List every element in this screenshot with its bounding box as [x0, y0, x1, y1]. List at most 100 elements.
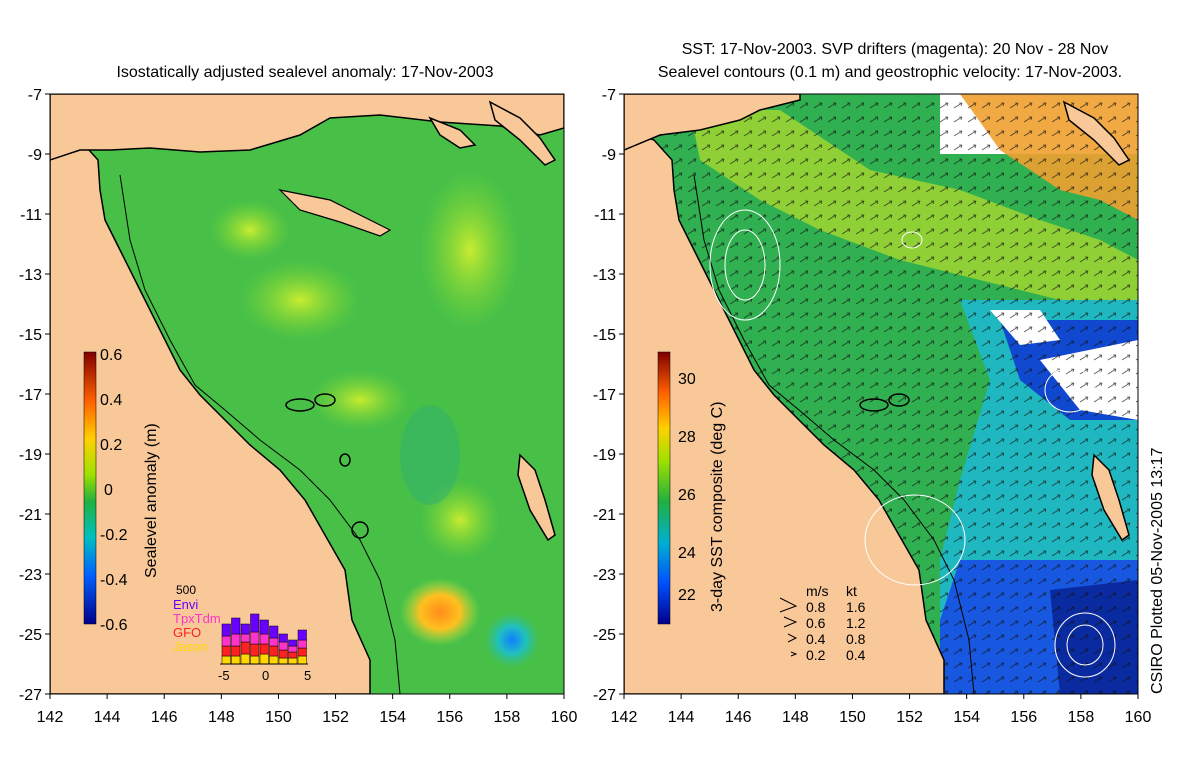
sst-colorbar-label: 3-day SST composite (deg C) [709, 402, 726, 612]
inset-xtick-1: 0 [262, 668, 269, 683]
inset-histogram-bar [250, 643, 260, 657]
solomon-islands-right [1062, 100, 1131, 166]
inset-legend-gfo: GFO [173, 625, 201, 640]
new-guinea-land-left [50, 94, 564, 161]
inset-histogram-bar [259, 633, 269, 645]
left-map-lat-label: -9 [28, 147, 42, 164]
inset-histogram-bar [221, 623, 231, 637]
shelf-edge-right [693, 174, 975, 694]
solomon-islands-left [428, 100, 557, 166]
inset-histogram-bar [297, 647, 307, 657]
shelf-edge-left [119, 174, 401, 694]
left-map-lon-label: 148 [208, 709, 235, 726]
sst-tick-4: 22 [678, 587, 696, 604]
right-map-lon-label: 142 [611, 709, 638, 726]
right-map-lat-label: -7 [602, 87, 616, 104]
inset-histogram-bar [288, 651, 298, 659]
inset-histogram-bar [297, 639, 307, 649]
inset-histogram-bar [240, 641, 250, 655]
inset-xtick-2: 5 [304, 668, 311, 683]
inset-histogram-bar [278, 657, 288, 665]
right-map-lat-label: -13 [593, 267, 616, 284]
inset-histogram-bar [231, 655, 241, 665]
inset-histogram-bar [278, 649, 288, 659]
inset-legend-tpxtdm: TpxTdm [173, 611, 221, 626]
inset-histogram-bar [297, 629, 307, 641]
sla-tick-5: -0.4 [100, 572, 128, 589]
left-map-lat-label: -27 [19, 687, 42, 704]
sealevel-contours [709, 209, 1116, 678]
inset-histogram-bar [250, 613, 260, 633]
left-map-lon-label: 150 [265, 709, 292, 726]
inset-histogram-bar [250, 631, 260, 645]
inset-histogram-bar [259, 619, 269, 635]
sla-tick-6: -0.6 [100, 617, 128, 634]
new-caledonia-right [1091, 453, 1130, 542]
right-map-lon-label: 146 [725, 709, 752, 726]
inset-histogram-bar [240, 623, 250, 635]
right-map-lon-label: 144 [668, 709, 695, 726]
velocity-legend-ms-3: 0.2 [806, 647, 826, 663]
right-map-lat-label: -25 [593, 627, 616, 644]
inset-histogram-bar [297, 655, 307, 665]
right-map-lat-label: -21 [593, 507, 616, 524]
inset-histogram-bar [240, 653, 250, 665]
sla-tick-3: 0 [104, 482, 113, 499]
sst-colorbar [657, 351, 671, 625]
left-map-lon-label: 160 [551, 709, 578, 726]
left-map-lon-label: 146 [151, 709, 178, 726]
sla-colorbar-ticks: 0.6 0.4 0.2 0 -0.2 -0.4 -0.6 [100, 347, 128, 634]
left-map-lat-label: -19 [19, 447, 42, 464]
inset-legend-envi: Envi [173, 597, 198, 612]
left-map-lat-label: -15 [19, 327, 42, 344]
inset-histogram-bar [288, 639, 298, 647]
sst-tick-0: 30 [678, 371, 696, 388]
inset-histogram-bar [269, 637, 279, 647]
left-map-lon-label: 142 [37, 709, 64, 726]
right-map-lat-label: -27 [593, 687, 616, 704]
inset-legend-jason: Jason [173, 639, 208, 654]
right-map-lon-label: 152 [896, 709, 923, 726]
left-map-lat-label: -25 [19, 627, 42, 644]
velocity-legend-header-kt: kt [846, 583, 857, 599]
velocity-legend-kt-0: 1.6 [846, 599, 866, 615]
right-map-axes: -7 -9 -11 -13 -15 -17 -19 -21 -23 -25 -27 142 144 146… [593, 87, 1152, 726]
sla-tick-0: 0.6 [100, 347, 122, 364]
australia-land-right [624, 94, 945, 694]
left-map-lon-label: 154 [379, 709, 406, 726]
right-map-lat-label: -19 [593, 447, 616, 464]
right-map-lon-label: 158 [1068, 709, 1095, 726]
inset-histogram-bar [288, 645, 298, 653]
coral-sea-reef-left [278, 189, 392, 237]
velocity-legend-kt-3: 0.4 [846, 647, 866, 663]
new-caledonia-left [517, 453, 556, 542]
right-map-lon-label: 154 [953, 709, 980, 726]
left-map-plot [50, 94, 564, 694]
left-map-axes: -7 -9 -11 -13 -15 -17 -19 -21 -23 -25 -27 142 144 146… [19, 87, 578, 726]
right-map-lat-label: -11 [594, 207, 616, 224]
velocity-legend: m/s kt 0.8 1.6 0.6 1.2 0.4 0.8 0.2 0.4 [779, 583, 866, 663]
left-map-lat-label: -17 [19, 387, 42, 404]
australia-land-left [50, 94, 371, 694]
new-guinea-land-right [624, 94, 801, 151]
right-map-title-line1: SST: 17-Nov-2003. SVP drifters (magenta)… [681, 41, 1109, 58]
sla-colorbar [83, 351, 97, 625]
inset-histogram-bar [221, 655, 231, 665]
right-map-lon-label: 156 [1010, 709, 1037, 726]
inset-histogram-bar [221, 645, 231, 657]
inset-xtick-0: -5 [218, 668, 230, 683]
velocity-legend-ms-2: 0.4 [806, 631, 826, 647]
sla-tick-4: -0.2 [100, 527, 128, 544]
sla-tick-2: 0.2 [100, 437, 122, 454]
right-map-plot [624, 94, 1138, 694]
inset-histogram-bar [231, 645, 241, 657]
velocity-legend-ms-1: 0.6 [806, 615, 826, 631]
inset-histogram-bar [240, 633, 250, 643]
right-map-lat-label: -15 [593, 327, 616, 344]
right-map-lat-label: -9 [602, 147, 616, 164]
left-map-lon-label: 152 [322, 709, 349, 726]
inset-histogram-bar [288, 657, 298, 665]
satellite-data-inset: 500 Envi TpxTdm GFO Jason -5 0 5 [173, 583, 311, 683]
sst-colorbar-ticks: 30 28 26 24 22 [678, 371, 696, 604]
inset-histogram-bar [231, 633, 241, 647]
